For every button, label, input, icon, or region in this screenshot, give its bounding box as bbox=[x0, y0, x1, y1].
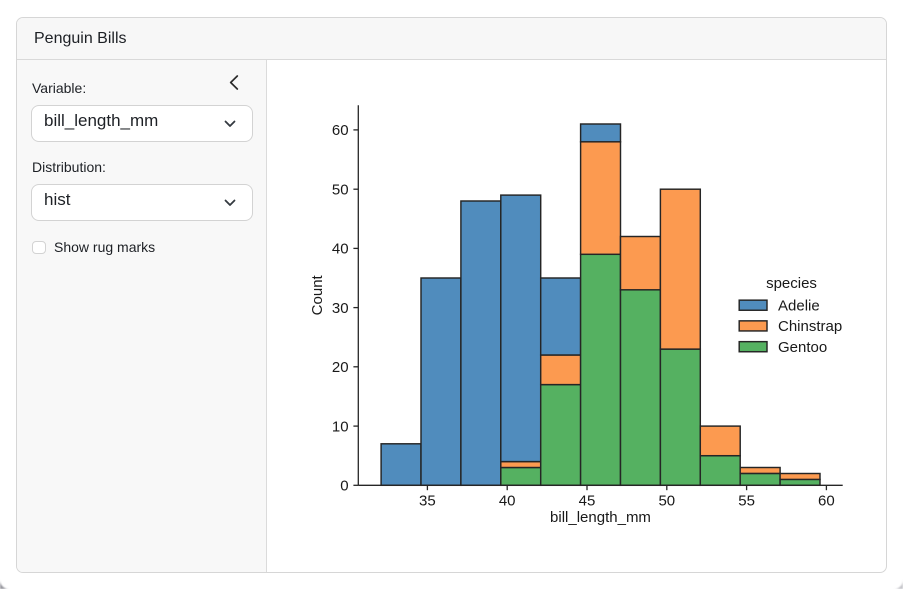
svg-text:45: 45 bbox=[579, 492, 596, 509]
svg-text:40: 40 bbox=[499, 492, 516, 509]
svg-text:Adelie: Adelie bbox=[778, 298, 820, 315]
svg-text:55: 55 bbox=[738, 492, 755, 509]
svg-text:50: 50 bbox=[332, 182, 349, 199]
svg-text:60: 60 bbox=[818, 492, 835, 509]
svg-text:0: 0 bbox=[340, 478, 348, 495]
svg-text:35: 35 bbox=[419, 492, 436, 509]
svg-text:10: 10 bbox=[332, 418, 349, 435]
svg-text:Count: Count bbox=[309, 274, 326, 315]
svg-text:60: 60 bbox=[332, 122, 349, 139]
svg-text:Chinstrap: Chinstrap bbox=[778, 318, 842, 335]
svg-text:40: 40 bbox=[332, 241, 349, 258]
svg-text:30: 30 bbox=[332, 300, 349, 317]
svg-text:species: species bbox=[766, 275, 817, 292]
svg-text:bill_length_mm: bill_length_mm bbox=[550, 509, 651, 526]
svg-text:Gentoo: Gentoo bbox=[778, 339, 827, 356]
svg-text:50: 50 bbox=[658, 492, 675, 509]
svg-text:20: 20 bbox=[332, 359, 349, 376]
